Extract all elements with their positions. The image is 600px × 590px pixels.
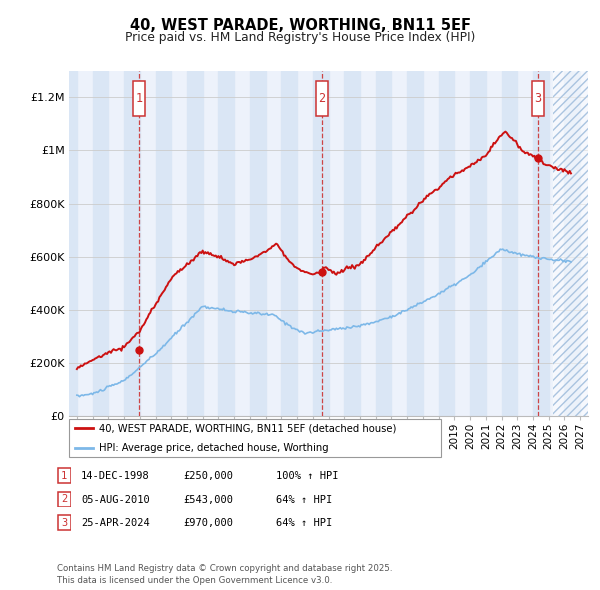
Bar [553, 71, 588, 416]
Bar [565, 71, 580, 416]
FancyBboxPatch shape [133, 81, 145, 116]
Bar [313, 71, 329, 416]
Text: 2: 2 [319, 92, 326, 105]
Bar [376, 71, 391, 416]
Text: 14-DEC-1998: 14-DEC-1998 [81, 471, 150, 481]
Text: 2: 2 [61, 494, 67, 504]
Text: Price paid vs. HM Land Registry's House Price Index (HPI): Price paid vs. HM Land Registry's House … [125, 31, 475, 44]
Bar [92, 71, 109, 416]
Text: 3: 3 [61, 518, 67, 527]
FancyBboxPatch shape [58, 515, 71, 530]
Text: 25-APR-2024: 25-APR-2024 [81, 519, 150, 528]
Text: £250,000: £250,000 [183, 471, 233, 481]
FancyBboxPatch shape [69, 419, 441, 457]
Text: 3: 3 [535, 92, 542, 105]
FancyBboxPatch shape [58, 491, 71, 507]
Bar [533, 71, 548, 416]
Text: 64% ↑ HPI: 64% ↑ HPI [276, 519, 332, 528]
Text: 40, WEST PARADE, WORTHING, BN11 5EF (detached house): 40, WEST PARADE, WORTHING, BN11 5EF (det… [99, 424, 396, 434]
FancyBboxPatch shape [532, 81, 544, 116]
Text: 1: 1 [61, 471, 67, 480]
Bar [439, 71, 454, 416]
Bar [553, 71, 588, 416]
Text: 100% ↑ HPI: 100% ↑ HPI [276, 471, 338, 481]
Bar [344, 71, 360, 416]
Text: Contains HM Land Registry data © Crown copyright and database right 2025.
This d: Contains HM Land Registry data © Crown c… [57, 565, 392, 585]
FancyBboxPatch shape [58, 468, 71, 483]
Bar [187, 71, 203, 416]
Text: 1: 1 [136, 92, 143, 105]
Bar [281, 71, 297, 416]
Bar [124, 71, 140, 416]
Text: £970,000: £970,000 [183, 519, 233, 528]
Text: HPI: Average price, detached house, Worthing: HPI: Average price, detached house, Wort… [99, 442, 328, 453]
Text: 40, WEST PARADE, WORTHING, BN11 5EF: 40, WEST PARADE, WORTHING, BN11 5EF [130, 18, 470, 34]
Text: 05-AUG-2010: 05-AUG-2010 [81, 495, 150, 504]
FancyBboxPatch shape [316, 81, 328, 116]
Text: £543,000: £543,000 [183, 495, 233, 504]
Bar [155, 71, 171, 416]
Bar [502, 71, 517, 416]
Bar [218, 71, 234, 416]
Text: 64% ↑ HPI: 64% ↑ HPI [276, 495, 332, 504]
Bar [407, 71, 423, 416]
Bar [61, 71, 77, 416]
Bar [470, 71, 486, 416]
Bar [250, 71, 266, 416]
